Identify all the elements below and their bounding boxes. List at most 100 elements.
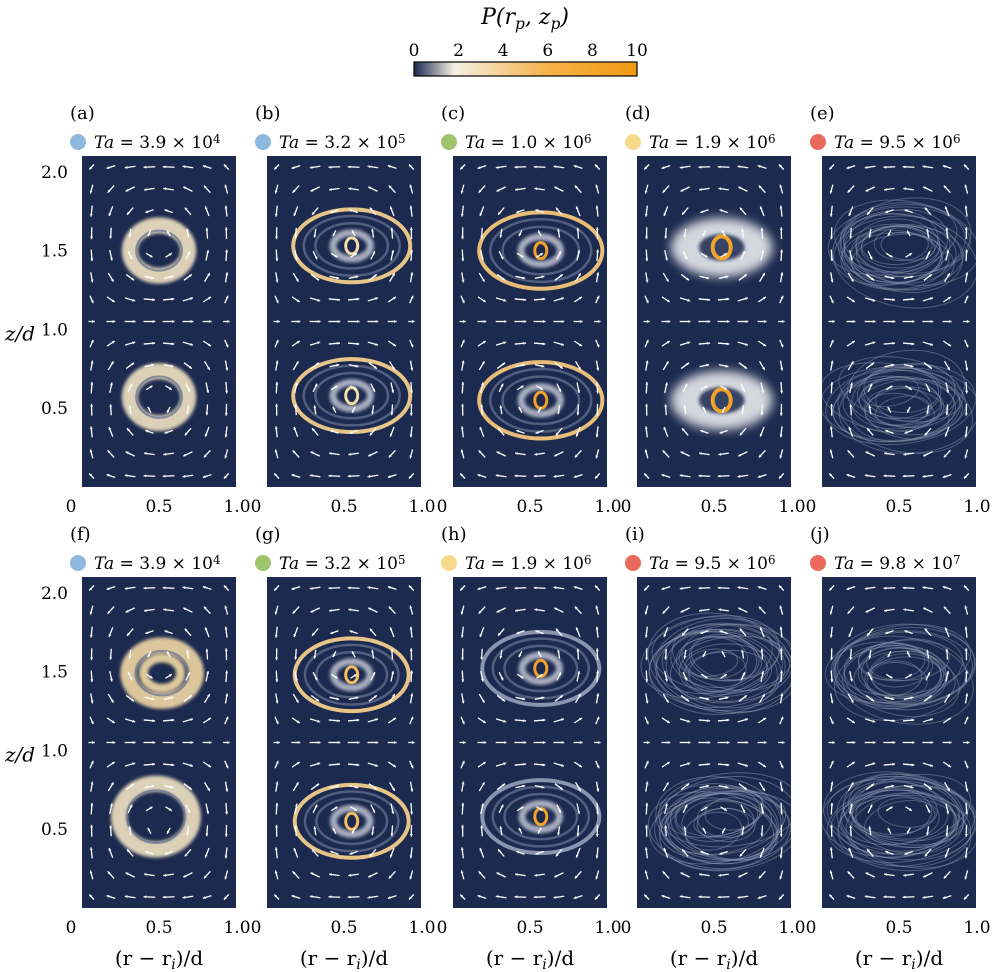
- velocity-arrow-head: [596, 788, 600, 792]
- y-tick-label: 0.5: [41, 399, 68, 419]
- velocity-arrow-head: [90, 824, 93, 828]
- velocity-arrow-head: [719, 630, 723, 633]
- velocity-arrow-head: [204, 627, 208, 631]
- velocity-arrow-head: [577, 390, 581, 393]
- velocity-arrow-head: [964, 855, 968, 859]
- velocity-arrow-head: [295, 803, 298, 807]
- trajectory-trace: [832, 369, 961, 443]
- velocity-arrow-head: [182, 895, 186, 899]
- x-tick-label: 0.5: [516, 497, 543, 517]
- velocity-arrow-head: [928, 695, 932, 699]
- velocity-arrow-head: [647, 741, 650, 744]
- velocity-arrow-head: [314, 804, 318, 808]
- velocity-arrow-head: [499, 655, 503, 659]
- velocity-arrow-head: [372, 388, 376, 392]
- velocity-arrow-head: [317, 719, 321, 723]
- velocity-arrow-head: [408, 475, 412, 479]
- velocity-arrow-head: [830, 236, 833, 240]
- velocity-arrow-head: [500, 677, 504, 681]
- velocity-arrow-head: [408, 585, 412, 589]
- velocity-arrow-head: [741, 649, 745, 653]
- velocity-arrow-head: [596, 693, 600, 697]
- velocity-arrow-head: [781, 320, 785, 323]
- velocity-arrow-head: [389, 627, 393, 631]
- velocity-arrow-head: [726, 763, 730, 767]
- velocity-arrow-head: [706, 276, 710, 280]
- velocity-arrow-head: [275, 700, 279, 704]
- velocity-arrow-head: [679, 474, 683, 478]
- velocity-arrow-head: [523, 298, 527, 302]
- velocity-arrow-head: [965, 390, 969, 394]
- y-tick-label: 2.0: [41, 584, 68, 604]
- velocity-arrow-head: [89, 634, 93, 638]
- velocity-arrow-head: [538, 830, 541, 834]
- velocity-arrow-head: [314, 383, 318, 387]
- velocity-arrow-head: [947, 694, 950, 698]
- velocity-arrow-head: [275, 721, 279, 725]
- velocity-arrow-head: [352, 230, 355, 234]
- velocity-arrow-head: [848, 847, 852, 851]
- regime-marker: [810, 134, 826, 150]
- velocity-arrow-head: [295, 278, 299, 282]
- velocity-arrow-head: [503, 341, 507, 345]
- x-tick-label: 1.0: [223, 918, 250, 938]
- velocity-arrow-head: [922, 474, 926, 478]
- velocity-arrow-head: [297, 320, 301, 323]
- velocity-arrow-head: [170, 785, 174, 789]
- velocity-arrow-head: [410, 272, 414, 276]
- velocity-arrow-head: [111, 340, 115, 344]
- y-tick-label: 1.0: [41, 741, 68, 761]
- velocity-arrow-head: [719, 209, 723, 212]
- vortex-density: [477, 210, 605, 291]
- velocity-arrow-head: [830, 360, 834, 364]
- velocity-arrow-head: [779, 184, 783, 188]
- velocity-arrow-head: [294, 404, 298, 408]
- velocity-arrow-head: [908, 674, 912, 677]
- velocity-arrow-head: [184, 207, 188, 211]
- velocity-arrow-head: [948, 741, 952, 744]
- velocity-arrow-head: [164, 630, 168, 633]
- velocity-arrow-head: [538, 230, 541, 234]
- velocity-arrow-head: [374, 297, 378, 301]
- velocity-arrow-head: [409, 413, 413, 416]
- ta-label: Ta = 3.2 × 105: [279, 553, 406, 574]
- velocity-arrow-head: [391, 671, 395, 674]
- velocity-arrow-head: [850, 699, 854, 703]
- velocity-arrow-head: [680, 609, 684, 613]
- velocity-arrow-head: [928, 365, 932, 369]
- velocity-arrow-head: [292, 189, 296, 193]
- trajectory-trace: [839, 789, 959, 856]
- velocity-arrow-head: [850, 361, 854, 365]
- velocity-arrow-head: [965, 693, 969, 697]
- velocity-arrow-head: [202, 586, 206, 589]
- trajectory-trace: [837, 369, 974, 454]
- velocity-arrow-head: [539, 253, 543, 256]
- velocity-arrow-head: [309, 895, 313, 899]
- velocity-arrow-head: [964, 184, 968, 188]
- velocity-arrow-head: [520, 254, 524, 258]
- velocity-arrow-head: [125, 609, 129, 613]
- velocity-arrow-head: [89, 166, 93, 170]
- velocity-arrow-head: [946, 811, 950, 814]
- x-tick-label: 0: [66, 497, 77, 517]
- velocity-arrow-head: [164, 431, 168, 434]
- regime-marker: [625, 134, 641, 150]
- velocity-arrow-head: [942, 475, 946, 478]
- velocity-arrow-head: [830, 802, 834, 806]
- velocity-arrow-head: [868, 234, 872, 238]
- velocity-arrow-head: [202, 475, 206, 478]
- velocity-arrow-head: [349, 630, 353, 633]
- colorbar-label: P(rp, zp): [480, 5, 569, 33]
- trajectory-trace: [866, 638, 950, 681]
- velocity-arrow-head: [573, 586, 577, 589]
- velocity-arrow-head: [760, 227, 764, 231]
- velocity-arrow-head: [108, 634, 112, 638]
- trajectory-trace: [833, 215, 951, 286]
- velocity-arrow-head: [666, 299, 670, 303]
- trajectory-trace: [856, 367, 942, 419]
- ta-label: Ta = 3.9 × 104: [94, 132, 221, 153]
- velocity-arrow-head: [277, 320, 280, 323]
- velocity-arrow-head: [595, 876, 599, 880]
- velocity-arrow-head: [780, 788, 784, 792]
- velocity-arrow-head: [522, 784, 526, 788]
